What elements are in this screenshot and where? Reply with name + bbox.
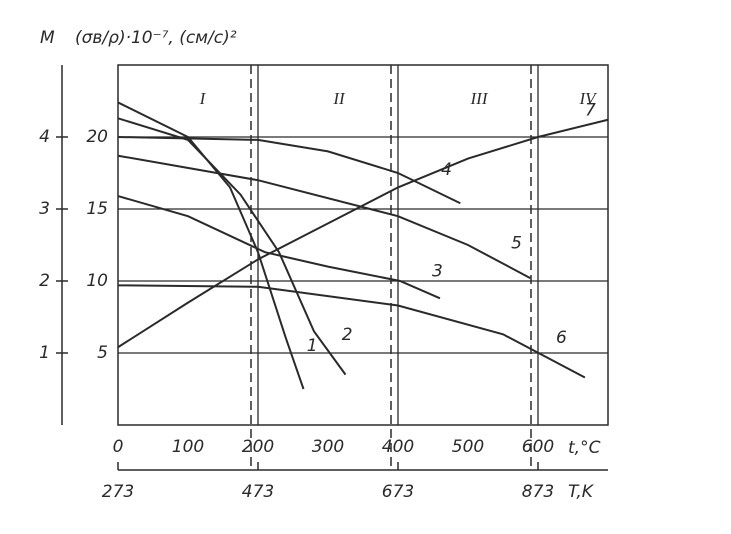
region-label: IV (578, 89, 598, 108)
curve (117, 101, 305, 390)
x-tick-label: 600 (522, 437, 554, 457)
x2-tick-label: 273 (102, 482, 134, 502)
plot-frame (117, 64, 609, 426)
curve (117, 117, 347, 376)
y-tick-label: 5 (97, 343, 108, 363)
curve (117, 195, 441, 300)
region-label: III (470, 89, 489, 108)
y2-tick-label: 2 (39, 271, 50, 291)
y-tick-label: 20 (86, 127, 108, 147)
x2-axis-title: T,K (568, 482, 595, 502)
y2-tick-label: 1 (39, 343, 50, 363)
curve (117, 118, 609, 349)
y-axis-title: (σв/ρ)·10⁻⁷, (см/с)² (75, 28, 237, 48)
curve-label: 4 (441, 160, 452, 180)
x2-tick-label: 873 (522, 482, 554, 502)
curve-label: 7 (585, 100, 596, 120)
x-tick-label: 400 (382, 437, 414, 457)
y2-axis-title: M (40, 28, 55, 48)
curve-label: 5 (511, 234, 522, 254)
x-tick-label: 0 (113, 437, 124, 457)
curve (117, 136, 461, 205)
curve (117, 284, 586, 379)
curve-label: 3 (432, 262, 443, 282)
y-tick-label: 15 (86, 199, 108, 219)
y2-tick-label: 3 (39, 199, 50, 219)
x-tick-label: 200 (242, 437, 274, 457)
x-tick-label: 100 (172, 437, 204, 457)
curve-label: 6 (556, 328, 567, 348)
x-axis-title: t,°C (568, 438, 601, 458)
curve (117, 154, 531, 280)
x2-tick-label: 673 (382, 482, 414, 502)
region-label: I (199, 89, 207, 108)
x-tick-label: 500 (452, 437, 484, 457)
curve-label: 1 (307, 336, 318, 356)
region-label: II (332, 89, 346, 108)
y2-tick-label: 4 (39, 127, 50, 147)
curve-label: 2 (342, 325, 353, 345)
x-tick-label: 300 (312, 437, 344, 457)
y-tick-label: 10 (86, 271, 108, 291)
x2-tick-label: 473 (242, 482, 274, 502)
